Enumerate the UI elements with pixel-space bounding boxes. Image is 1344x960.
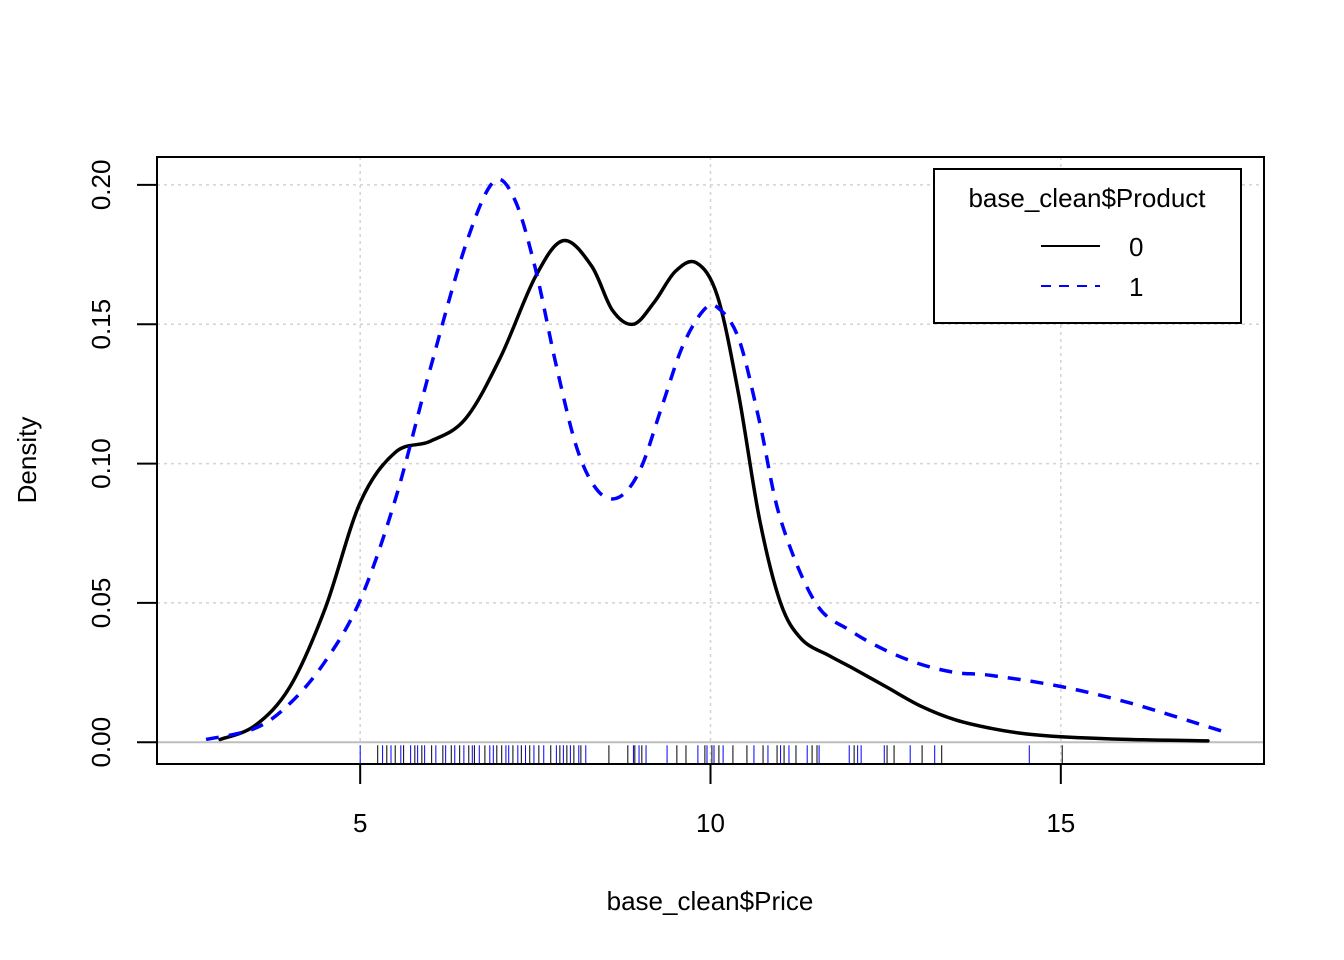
density-line-1	[205, 177, 1223, 742]
y-tick-label: 0.00	[86, 717, 116, 768]
legend-label-0: 0	[1129, 232, 1143, 262]
legend-title: base_clean$Product	[968, 183, 1206, 213]
y-tick-label: 0.10	[86, 438, 116, 489]
y-axis-title: Density	[12, 417, 42, 504]
rug-marks	[359, 745, 1063, 764]
x-axis-title: base_clean$Price	[607, 886, 814, 916]
x-axis: 5 10 15	[353, 763, 1075, 838]
density-line-0	[218, 238, 1210, 743]
legend: base_clean$Product 0 1	[933, 168, 1242, 324]
y-tick-label: 0.15	[86, 299, 116, 350]
x-tick-label: 5	[353, 808, 367, 838]
y-tick-label: 0.20	[86, 160, 116, 211]
legend-label-1: 1	[1129, 272, 1143, 302]
y-tick-label: 0.05	[86, 578, 116, 629]
y-axis: 0.00 0.05 0.10 0.15 0.20	[86, 160, 158, 768]
x-tick-label: 15	[1046, 808, 1075, 838]
density-curves	[205, 177, 1223, 743]
x-tick-label: 10	[696, 808, 725, 838]
